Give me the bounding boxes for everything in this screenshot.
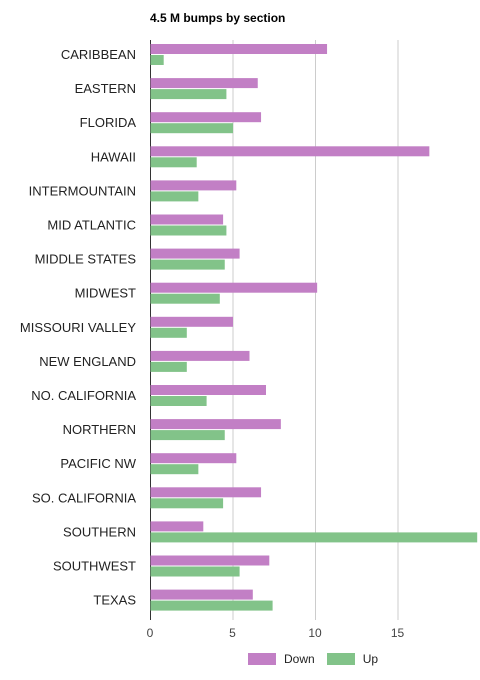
bar-down[interactable]: [150, 316, 234, 327]
category-label: CARIBBEAN: [61, 47, 136, 62]
chart-title: 4.5 M bumps by section: [150, 11, 286, 25]
bar-down[interactable]: [150, 180, 237, 191]
category-label: MIDWEST: [75, 286, 136, 301]
bar-up[interactable]: [150, 464, 199, 475]
legend-label-down: Down: [284, 652, 315, 666]
bar-up[interactable]: [150, 191, 199, 202]
bar-up[interactable]: [150, 566, 240, 577]
category-label: SO. CALIFORNIA: [32, 490, 136, 505]
category-label: MIDDLE STATES: [35, 252, 137, 267]
bar-up[interactable]: [150, 55, 164, 65]
x-tick-label: 10: [308, 626, 322, 640]
bar-down[interactable]: [150, 78, 258, 89]
legend-item-up[interactable]: Up: [326, 652, 379, 666]
category-label: NEW ENGLAND: [39, 354, 136, 369]
legend-label-up: Up: [362, 652, 379, 666]
bar-up[interactable]: [150, 225, 227, 236]
bar-down[interactable]: [150, 385, 267, 395]
bar-down[interactable]: [150, 589, 253, 600]
bar-down[interactable]: [150, 453, 237, 464]
bar-up[interactable]: [150, 600, 273, 611]
category-label: NO. CALIFORNIA: [31, 388, 136, 403]
x-tick-label: 5: [229, 626, 236, 640]
bar-up[interactable]: [150, 396, 207, 406]
bar-down[interactable]: [150, 555, 270, 566]
x-axis-ticks: 0 5 10 15: [147, 626, 405, 640]
bar-up[interactable]: [150, 293, 220, 304]
bars: [150, 44, 478, 611]
category-label: NORTHERN: [63, 422, 136, 437]
bar-down[interactable]: [150, 282, 318, 293]
bar-up[interactable]: [150, 157, 197, 168]
bar-up[interactable]: [150, 123, 234, 134]
bar-down[interactable]: [150, 248, 240, 259]
category-label: SOUTHERN: [63, 524, 136, 539]
bar-up[interactable]: [150, 498, 224, 509]
bar-up[interactable]: [150, 361, 187, 372]
bar-up[interactable]: [150, 259, 225, 270]
category-label: MISSOURI VALLEY: [20, 320, 136, 335]
x-tick-label: 15: [391, 626, 405, 640]
category-label: HAWAII: [91, 149, 136, 164]
bar-down[interactable]: [150, 521, 204, 532]
legend-swatch-down: [248, 653, 276, 665]
bar-down[interactable]: [150, 112, 262, 123]
legend: Down Up: [248, 652, 390, 666]
bar-up[interactable]: [150, 532, 478, 543]
bar-down[interactable]: [150, 419, 281, 430]
legend-item-down[interactable]: Down: [248, 652, 315, 666]
bar-up[interactable]: [150, 89, 227, 100]
bar-down[interactable]: [150, 44, 328, 54]
category-labels: CARIBBEAN EASTERN FLORIDA HAWAII INTERMOUNTA…: [20, 47, 137, 608]
category-label: SOUTHWEST: [53, 559, 136, 574]
category-label: MID ATLANTIC: [47, 218, 136, 233]
category-label: INTERMOUNTAIN: [29, 183, 136, 198]
category-label: PACIFIC NW: [60, 456, 136, 471]
category-label: EASTERN: [75, 81, 136, 96]
bar-down[interactable]: [150, 350, 250, 361]
bar-down[interactable]: [150, 487, 262, 498]
bar-down[interactable]: [150, 214, 224, 225]
legend-swatch-up: [326, 653, 355, 665]
bar-up[interactable]: [150, 327, 187, 338]
bar-down[interactable]: [150, 146, 430, 157]
x-tick-label: 0: [147, 626, 154, 640]
category-label: TEXAS: [93, 593, 136, 608]
category-label: FLORIDA: [80, 115, 137, 130]
bar-up[interactable]: [150, 430, 225, 441]
